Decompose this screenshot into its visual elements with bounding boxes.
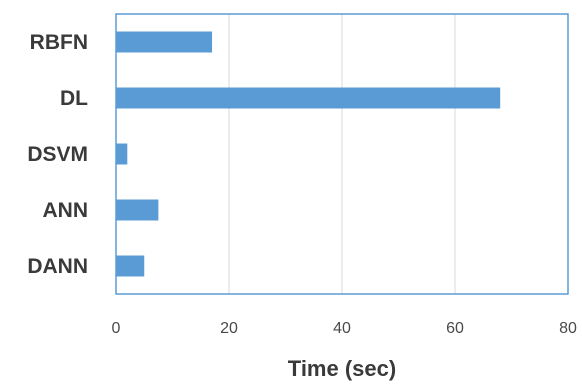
bar-rbfn xyxy=(116,31,213,53)
x-tick-label: 60 xyxy=(446,320,464,337)
grid-lines xyxy=(228,14,456,294)
x-tick-label: 0 xyxy=(112,320,121,337)
x-axis-title: Time (sec) xyxy=(288,356,396,381)
x-tick-label: 80 xyxy=(559,320,577,337)
bar-ann xyxy=(116,199,159,221)
category-label-ann: ANN xyxy=(43,199,89,222)
x-tick-label: 40 xyxy=(333,320,351,337)
bar-dann xyxy=(116,255,145,277)
bars xyxy=(116,31,501,277)
category-labels: RBFN DL DSVM ANN DANN xyxy=(27,31,88,278)
bar-dsvm xyxy=(116,143,128,165)
category-label-dsvm: DSVM xyxy=(27,143,88,166)
bar-dl xyxy=(116,87,501,109)
x-tick-label: 20 xyxy=(220,320,238,337)
category-label-dl: DL xyxy=(60,87,88,110)
category-label-dann: DANN xyxy=(27,255,88,278)
x-tick-labels: 0 20 40 60 80 xyxy=(112,320,577,337)
category-label-rbfn: RBFN xyxy=(30,31,88,54)
